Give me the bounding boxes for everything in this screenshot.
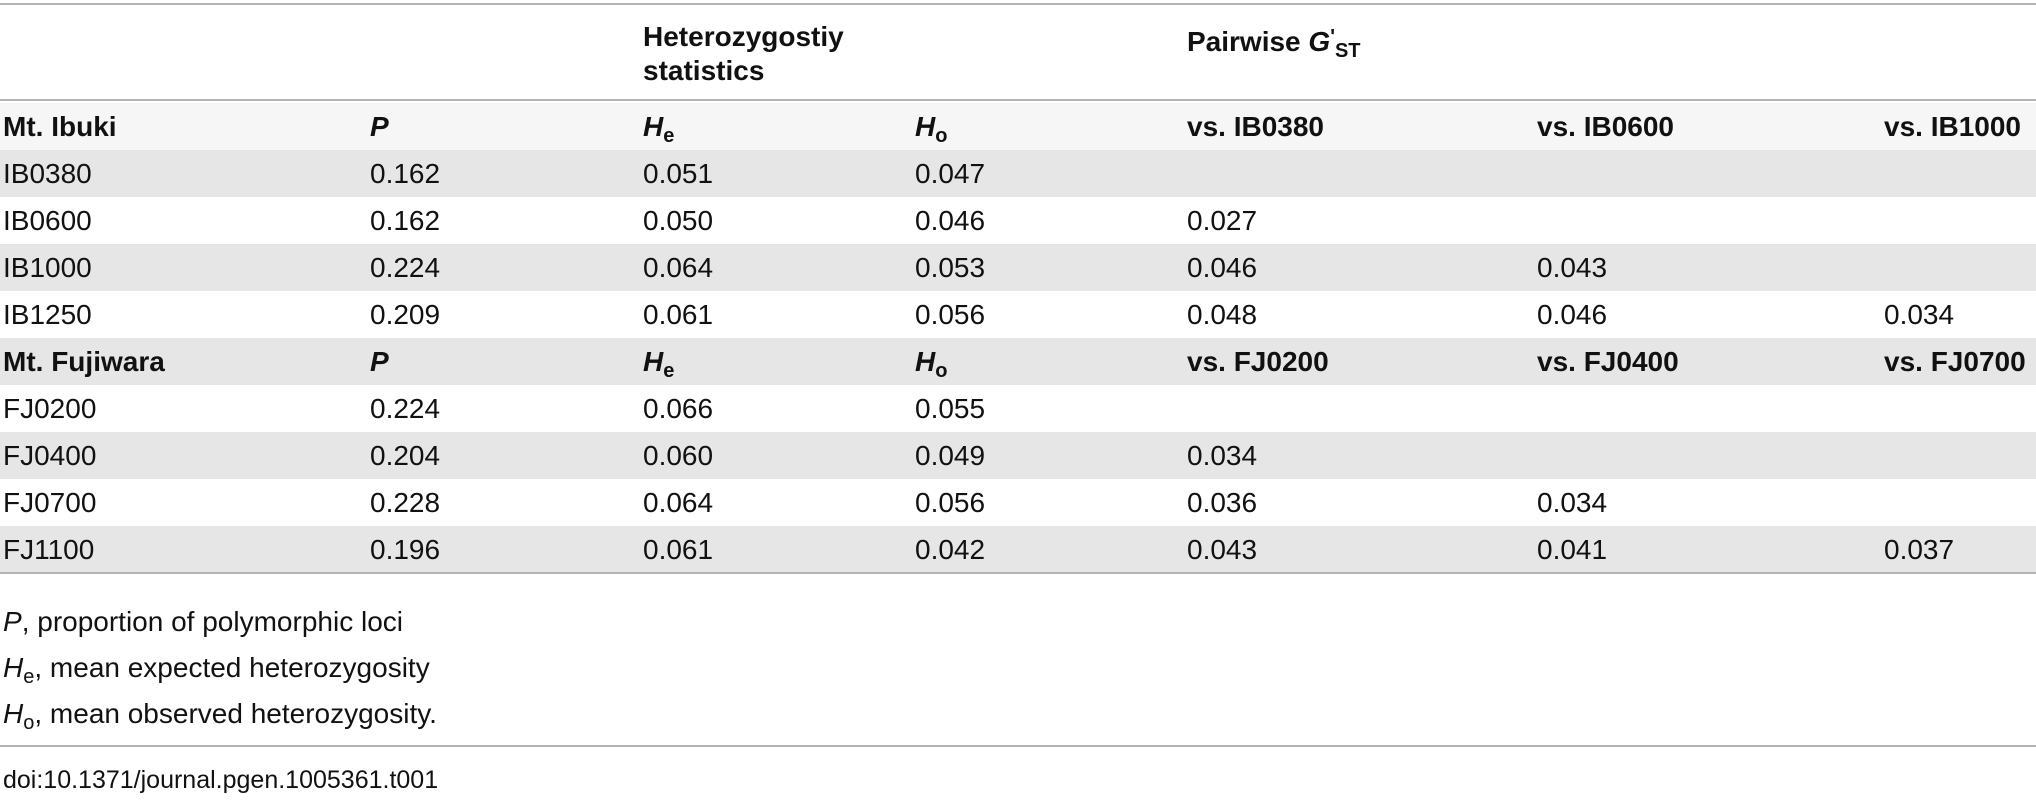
col-vs3-header: vs. IB1000 (1884, 111, 2021, 142)
gst-vs1-cell: 0.034 (1187, 440, 1258, 471)
col-vs2-header: vs. FJ0400 (1537, 346, 1679, 377)
population-cell: IB0600 (3, 205, 92, 236)
footnote-he: He, mean expected heterozygosity (3, 652, 430, 688)
col-p-header: P (370, 346, 389, 377)
gst-vs1-cell: 0.043 (1187, 534, 1258, 565)
gst-vs1-cell: 0.036 (1187, 487, 1258, 518)
ho-cell: 0.053 (915, 252, 986, 283)
p-cell: 0.224 (370, 252, 441, 283)
gst-vs2-cell: 0.046 (1537, 299, 1608, 330)
col-vs2-header: vs. IB0600 (1537, 111, 1674, 142)
p-cell: 0.162 (370, 158, 441, 189)
gst-vs2-cell: 0.041 (1537, 534, 1608, 565)
p-cell: 0.204 (370, 440, 441, 471)
ho-cell: 0.056 (915, 487, 986, 518)
col-he-header: He (643, 346, 675, 382)
pairwise-label: Pairwise (1187, 26, 1309, 57)
p-cell: 0.224 (370, 393, 441, 424)
gst-vs1-cell: 0.048 (1187, 299, 1258, 330)
p-cell: 0.196 (370, 534, 441, 565)
table-row: FJ0700 0.228 0.064 0.056 0.036 0.034 (0, 479, 2036, 526)
gst-vs1-cell: 0.027 (1187, 205, 1258, 236)
section-header-row: Mt. Ibuki P He Ho vs. IB0380 vs. IB0600 … (0, 103, 2036, 150)
gst-vs3-cell: 0.037 (1884, 534, 1955, 565)
col-ho-header: Ho (915, 346, 948, 382)
p-cell: 0.162 (370, 205, 441, 236)
gst-symbol: G (1308, 26, 1331, 57)
p-cell: 0.209 (370, 299, 441, 330)
table-row: IB1250 0.209 0.061 0.056 0.048 0.046 0.0… (0, 291, 2036, 338)
table-row: IB0380 0.162 0.051 0.047 (0, 150, 2036, 197)
table-row: IB0600 0.162 0.050 0.046 0.027 (0, 197, 2036, 244)
gst-vs2-cell: 0.043 (1537, 252, 1608, 283)
he-cell: 0.061 (643, 299, 714, 330)
col-vs3-header: vs. FJ0700 (1884, 346, 2026, 377)
site-name: Mt. Fujiwara (3, 346, 165, 377)
heterozygosity-header: Heterozygostiy statistics (643, 20, 844, 88)
header-rule (0, 99, 2036, 101)
ho-cell: 0.056 (915, 299, 986, 330)
col-vs1-header: vs. IB0380 (1187, 111, 1324, 142)
doi-link[interactable]: doi:10.1371/journal.pgen.1005361.t001 (3, 766, 439, 794)
gst-prime: ' (1330, 26, 1335, 48)
he-cell: 0.064 (643, 252, 714, 283)
col-p-header: P (370, 111, 389, 142)
ho-cell: 0.049 (915, 440, 986, 471)
table-bottom-rule (0, 572, 2036, 574)
ho-cell: 0.042 (915, 534, 986, 565)
table-row: FJ1100 0.196 0.061 0.042 0.043 0.041 0.0… (0, 526, 2036, 573)
he-cell: 0.050 (643, 205, 714, 236)
he-cell: 0.066 (643, 393, 714, 424)
table-row: FJ0400 0.204 0.060 0.049 0.034 (0, 432, 2036, 479)
gst-vs1-cell: 0.046 (1187, 252, 1258, 283)
population-cell: FJ0400 (3, 440, 97, 471)
population-cell: IB1250 (3, 299, 92, 330)
table-row: FJ0200 0.224 0.066 0.055 (0, 385, 2036, 432)
col-vs1-header: vs. FJ0200 (1187, 346, 1329, 377)
population-cell: FJ0700 (3, 487, 97, 518)
col-he-header: He (643, 111, 675, 147)
ho-cell: 0.047 (915, 158, 986, 189)
population-cell: IB0380 (3, 158, 92, 189)
gst-subscript: ST (1334, 40, 1361, 62)
site-name: Mt. Ibuki (3, 111, 117, 142)
population-cell: IB1000 (3, 252, 92, 283)
population-cell: FJ1100 (3, 534, 95, 565)
footnote-p: P, proportion of polymorphic loci (3, 606, 403, 637)
heterozygosity-header-line2: statistics (643, 55, 765, 86)
ho-cell: 0.055 (915, 393, 986, 424)
he-cell: 0.064 (643, 487, 714, 518)
footnote-rule (0, 745, 2036, 747)
pairwise-gst-header: Pairwise G'ST (1187, 20, 1361, 68)
footnote-ho: Ho, mean observed heterozygosity. (3, 698, 437, 734)
section-header-row: Mt. Fujiwara P He Ho vs. FJ0200 vs. FJ04… (0, 338, 2036, 385)
he-cell: 0.060 (643, 440, 714, 471)
table-row: IB1000 0.224 0.064 0.053 0.046 0.043 (0, 244, 2036, 291)
ho-cell: 0.046 (915, 205, 986, 236)
col-ho-header: Ho (915, 111, 948, 147)
table-top-rule (0, 3, 2036, 5)
population-cell: FJ0200 (3, 393, 97, 424)
p-cell: 0.228 (370, 487, 441, 518)
he-cell: 0.061 (643, 534, 714, 565)
heterozygosity-header-line1: Heterozygostiy (643, 21, 844, 52)
gst-vs2-cell: 0.034 (1537, 487, 1608, 518)
gst-vs3-cell: 0.034 (1884, 299, 1955, 330)
he-cell: 0.051 (643, 158, 714, 189)
